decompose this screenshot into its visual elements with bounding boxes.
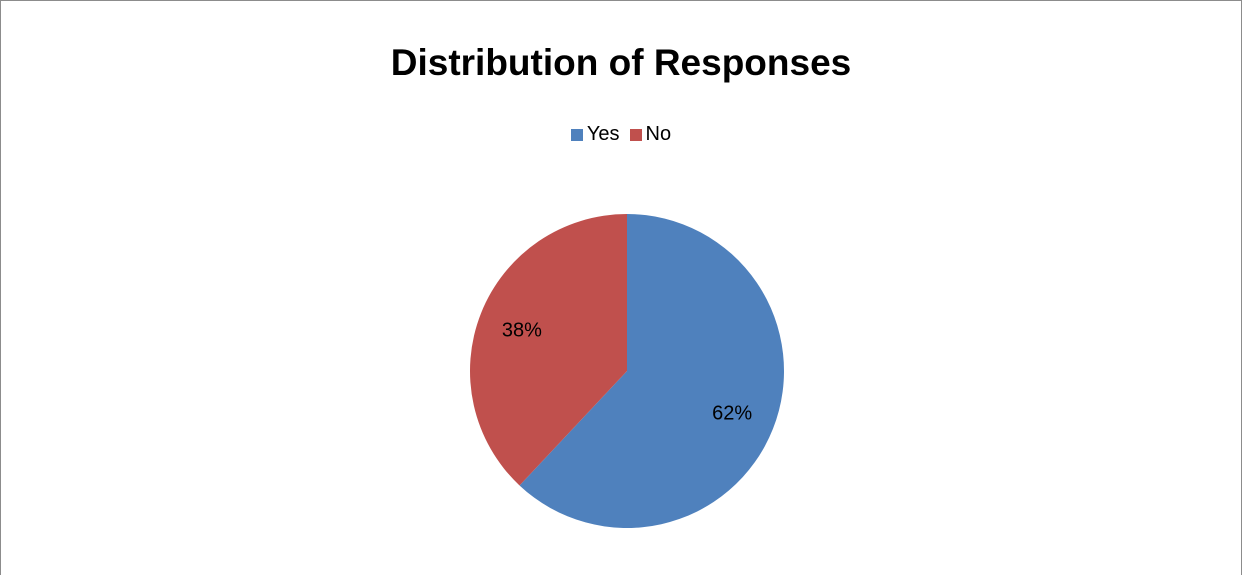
data-label-no: 38% [502, 319, 542, 341]
pie-slice-yes [519, 214, 784, 528]
legend-label-no: No [645, 123, 672, 145]
pie-labels: 62% 38% [502, 319, 752, 424]
legend-label-yes: Yes [586, 123, 620, 145]
legend-item-no: No [629, 123, 672, 146]
legend: Yes No [1, 123, 1241, 146]
legend-item-yes: Yes [570, 123, 620, 146]
chart-title: Distribution of Responses [390, 42, 852, 83]
pie-slice-no [469, 214, 627, 486]
legend-swatch-yes [570, 128, 583, 141]
legend-swatch-no [629, 128, 642, 141]
data-label-yes: 62% [712, 403, 752, 425]
pie-slices [469, 214, 784, 528]
